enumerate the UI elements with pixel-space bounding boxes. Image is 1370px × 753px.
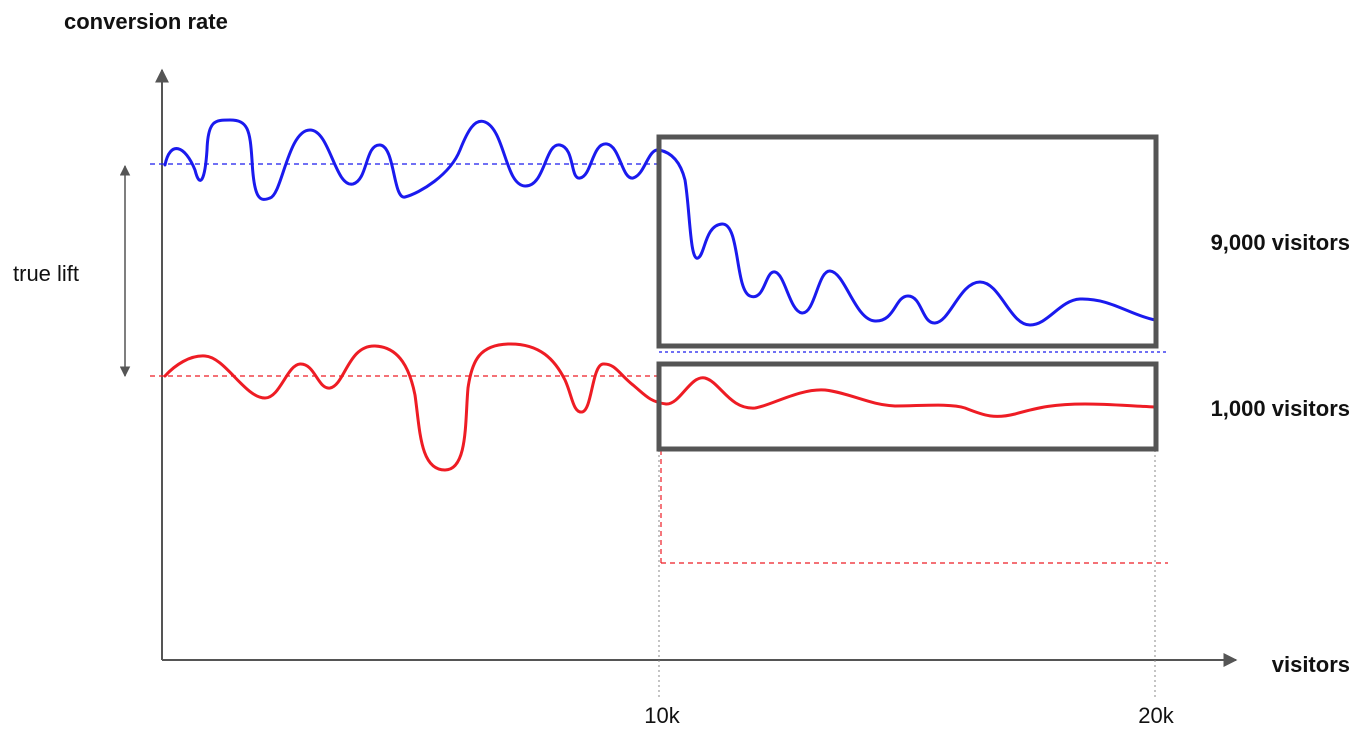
true-lift-label: true lift (13, 261, 79, 286)
red-conversion-line (163, 342, 1157, 472)
lower-box-label: 1,000 visitors (1211, 396, 1350, 421)
blue-conversion-line (163, 118, 1157, 327)
upper-segment-box (656, 134, 1159, 349)
x-axis-title: visitors (1272, 652, 1350, 677)
y-axis-title: conversion rate (64, 9, 228, 34)
upper-box-label: 9,000 visitors (1211, 230, 1350, 255)
lower-segment-box (656, 361, 1159, 452)
x-tick-10k: 10k (644, 703, 680, 728)
x-tick-20k: 20k (1138, 703, 1174, 728)
